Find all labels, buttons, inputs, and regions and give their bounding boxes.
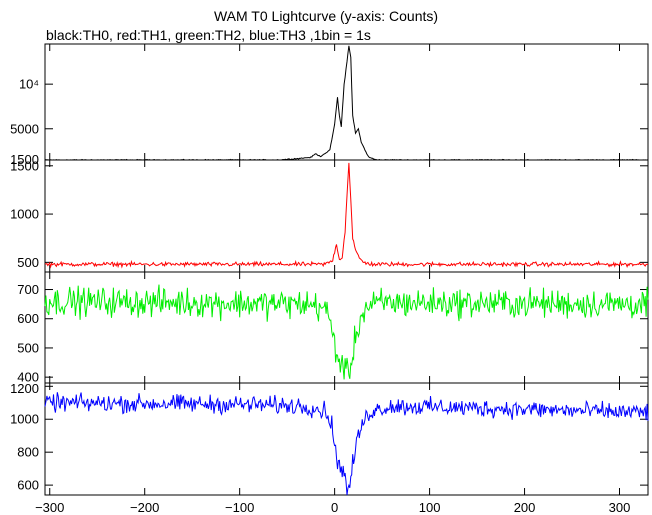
series-line-th0 [44,45,649,161]
panel-th2: 700 600 500 400 [17,271,649,385]
y-tick-label: 500 [17,340,39,355]
panel-frame [44,159,649,273]
x-tick-label: 300 [609,500,631,515]
y-tick-label: 1000 [10,412,39,427]
panel-th0: 10⁴ 5000 1500 [10,43,649,167]
panel-frame [44,382,649,496]
series-line-th1 [44,162,649,269]
y-tick-label: 400 [17,370,39,385]
y-tick-label: 600 [17,311,39,326]
y-tick-label: 600 [17,478,39,493]
x-tick-label: 200 [514,500,536,515]
chart-title: WAM T0 Lightcurve (y-axis: Counts) [213,8,439,24]
x-tick-label: −100 [225,500,254,515]
y-tick-label: 700 [17,282,39,297]
x-tick-label: −300 [35,500,64,515]
y-tick-label: 10⁴ [19,77,39,92]
chart-subtitle: black:TH0, red:TH1, green:TH2, blue:TH3 … [46,27,371,43]
x-tick-label: 0 [331,500,338,515]
y-tick-label: 1500 [10,152,39,167]
series-line-th3 [44,392,649,496]
panel-th3: 1200 1000 800 600 [10,381,649,496]
y-tick-label: 5000 [10,121,39,136]
x-tick-label: −200 [130,500,159,515]
y-tick-label: 800 [17,445,39,460]
y-tick-label: 1200 [10,381,39,396]
y-tick-label: 500 [17,255,39,270]
y-tick-label: 1000 [10,207,39,222]
y-tick-label: 1500 [10,158,39,173]
x-tick-label: 100 [419,500,441,515]
panel-th1: 1500 1000 500 [10,158,649,273]
panel-frame [44,43,649,161]
series-line-th2 [44,284,649,380]
